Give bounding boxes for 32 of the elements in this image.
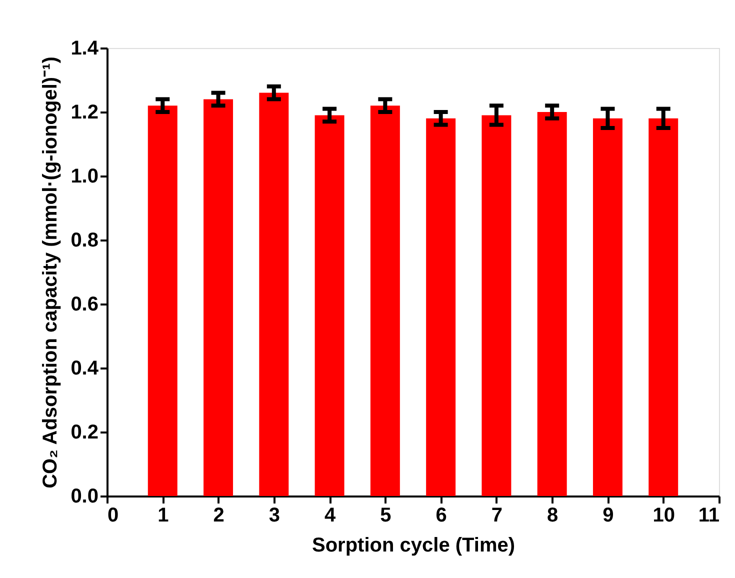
bar [259, 92, 289, 496]
y-tick-label: 0.6 [70, 294, 98, 316]
x-tick-label: 9 [602, 504, 614, 526]
bar [592, 118, 622, 496]
x-tick-label: 0 [108, 504, 119, 526]
y-tick-label: 0.2 [70, 422, 98, 444]
y-tick-label: 0.0 [70, 486, 98, 508]
x-tick-label: 10 [652, 504, 675, 526]
x-tick-label: 1 [158, 504, 169, 526]
bar [482, 115, 512, 496]
x-tick-label: 6 [436, 504, 447, 526]
x-tick-label: 8 [547, 504, 558, 526]
x-tick-label: 11 [698, 504, 720, 526]
bar [648, 118, 678, 496]
bar [314, 115, 344, 496]
x-tick-label: 7 [491, 504, 503, 526]
y-axis-title: CO₂ Adsorption capacity (mmol·(g-ionogel)⁻¹) [40, 56, 62, 488]
bar [537, 112, 567, 496]
y-tick-label: 0.8 [70, 230, 98, 252]
x-tick-label: 2 [213, 504, 224, 526]
bar [370, 106, 400, 496]
y-tick-label: 1.0 [70, 166, 98, 188]
y-tick-label: 0.4 [70, 358, 100, 380]
bar [148, 106, 178, 496]
x-tick-label: 5 [380, 504, 392, 526]
bar [204, 99, 234, 496]
x-tick-label: 4 [324, 504, 336, 526]
y-tick-label: 1.4 [70, 38, 100, 60]
bar [426, 118, 456, 496]
y-tick-label: 1.2 [70, 102, 98, 124]
x-axis-title: Sorption cycle (Time) [312, 534, 516, 556]
x-tick-label: 3 [268, 504, 280, 526]
